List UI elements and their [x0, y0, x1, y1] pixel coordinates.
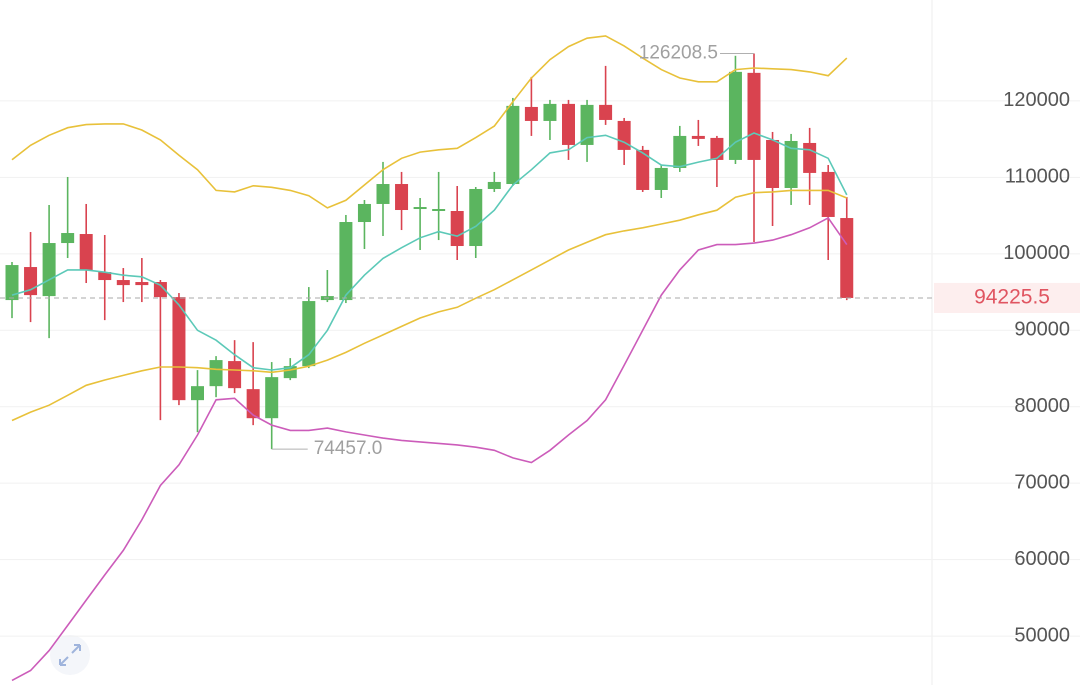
candle-body — [710, 137, 724, 160]
y-tick-label: 50000 — [1014, 624, 1070, 646]
candle-body — [487, 181, 501, 189]
candle-body — [153, 282, 167, 298]
y-tick-label: 110000 — [1005, 166, 1070, 188]
candle-body — [265, 377, 279, 419]
candle-body — [432, 209, 446, 212]
candle-body — [395, 184, 409, 211]
y-tick-label: 90000 — [1014, 319, 1070, 341]
candle-body — [617, 120, 631, 150]
candle-body — [228, 361, 242, 389]
last-price-label: 94225.5 — [974, 286, 1050, 309]
indicator-line — [11, 216, 848, 682]
candle-body — [61, 233, 75, 244]
y-tick-label: 80000 — [1014, 395, 1070, 417]
candle-body — [562, 103, 575, 145]
candle-body — [79, 234, 93, 271]
indicator-line — [11, 132, 848, 371]
candle-body — [524, 106, 538, 121]
y-tick-label: 100000 — [1003, 242, 1070, 264]
candle-body — [5, 265, 19, 301]
candle-body — [673, 135, 687, 168]
expand-icon[interactable] — [50, 635, 90, 675]
candle-body — [840, 218, 854, 298]
candle-body — [636, 149, 650, 190]
candle-body — [98, 272, 112, 281]
candle-body — [135, 282, 149, 286]
candle-body — [357, 203, 371, 223]
candle-body — [747, 72, 761, 160]
high-label: 126208.5 — [639, 42, 718, 63]
candle-body — [450, 211, 464, 247]
candle-body — [191, 386, 204, 401]
indicator-line — [11, 35, 848, 209]
candle-body — [42, 243, 56, 297]
candle-body — [691, 135, 705, 139]
indicator-line — [11, 189, 848, 422]
candle-body — [821, 171, 835, 217]
candle-body — [209, 360, 223, 387]
candle-body — [766, 139, 780, 188]
candle-body — [302, 301, 316, 367]
y-tick-label: 120000 — [1003, 89, 1070, 111]
expand-icon-glyph[interactable] — [59, 644, 81, 666]
y-tick-label: 70000 — [1014, 471, 1070, 493]
candle-body — [543, 103, 557, 121]
candle-body — [246, 389, 260, 419]
candle-body — [580, 104, 594, 145]
candle-body — [654, 167, 668, 190]
y-tick-label: 60000 — [1014, 548, 1070, 570]
candle-body — [506, 105, 520, 185]
candle-body — [469, 188, 483, 247]
low-label: 74457.0 — [314, 438, 383, 459]
candle-body — [413, 207, 427, 210]
candle-body — [728, 71, 742, 160]
candle-body — [784, 140, 798, 188]
candle-body — [339, 222, 353, 301]
candle-body — [172, 297, 186, 401]
candle-body — [599, 104, 613, 120]
candle-body — [376, 184, 390, 204]
last-price-box — [934, 282, 1080, 313]
candle-body — [803, 142, 817, 173]
candle-body — [116, 280, 130, 286]
